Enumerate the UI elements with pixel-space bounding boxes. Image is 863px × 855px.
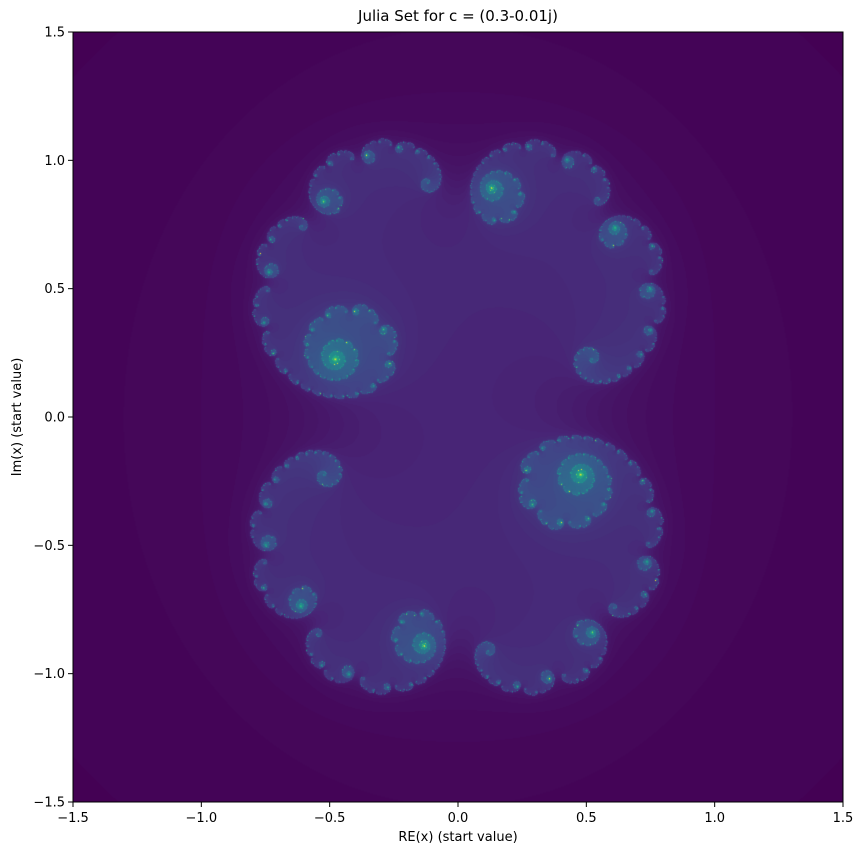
- x-tick-label: −0.5: [314, 811, 346, 826]
- y-tick-label: −1.5: [33, 796, 65, 811]
- y-tick-label: 0.5: [44, 282, 65, 297]
- y-axis-label: Im(x) (start value): [10, 358, 25, 477]
- julia-heatmap: [73, 32, 843, 802]
- chart-title: Julia Set for c = (0.3-0.01j): [357, 7, 558, 25]
- y-tick-label: 1.5: [44, 26, 65, 41]
- x-tick-label: 1.5: [833, 811, 854, 826]
- x-axis-label: RE(x) (start value): [398, 830, 517, 845]
- y-tick-label: 1.0: [44, 154, 65, 169]
- y-axis: −1.5 −1.0 −0.5 0.0 0.5 1.0 1.5: [33, 26, 73, 811]
- x-tick-label: 1.0: [704, 811, 725, 826]
- x-axis: −1.5 −1.0 −0.5 0.0 0.5 1.0 1.5: [57, 802, 853, 826]
- y-tick-label: 0.0: [44, 411, 65, 426]
- x-tick-label: −1.0: [186, 811, 218, 826]
- y-tick-label: −1.0: [33, 667, 65, 682]
- y-tick-label: −0.5: [33, 539, 65, 554]
- x-tick-label: 0.5: [576, 811, 597, 826]
- x-tick-label: −1.5: [57, 811, 89, 826]
- x-tick-label: 0.0: [448, 811, 469, 826]
